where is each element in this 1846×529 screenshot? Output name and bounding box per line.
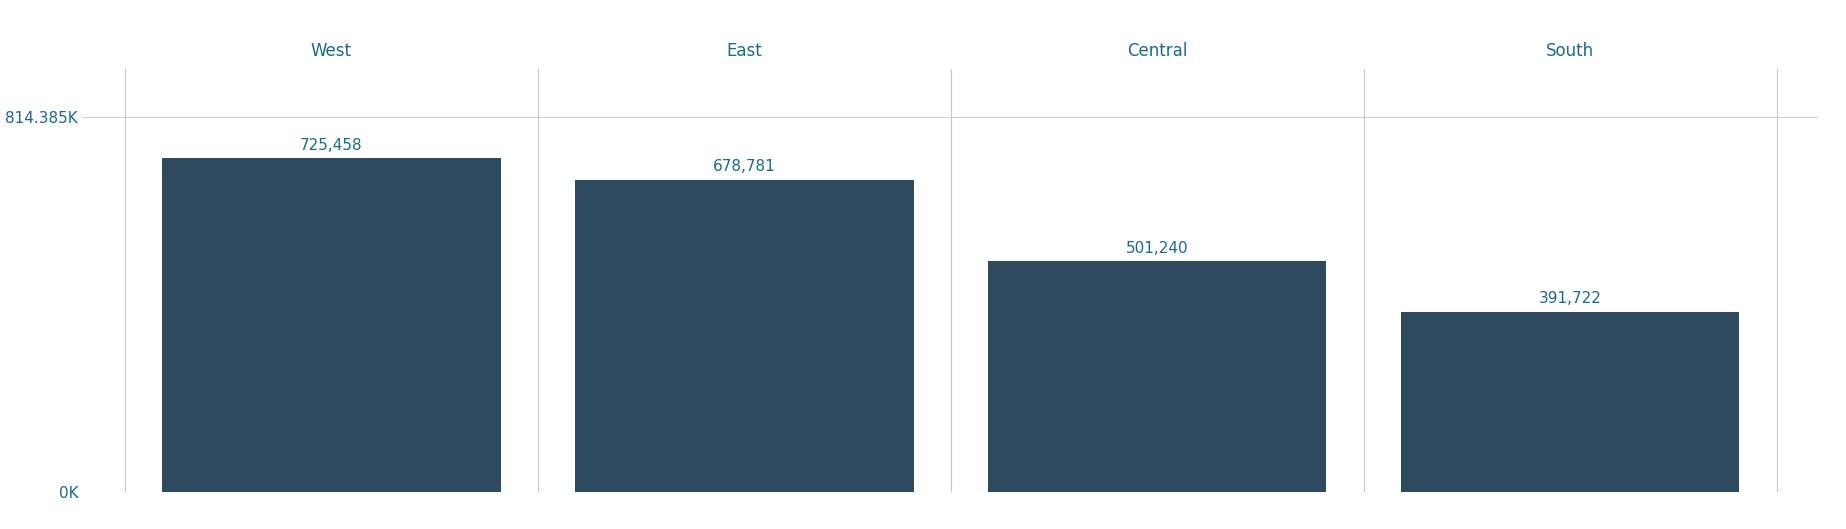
- Text: 391,722: 391,722: [1540, 291, 1602, 306]
- Bar: [988, 261, 1327, 492]
- Bar: [1401, 312, 1739, 492]
- Text: 501,240: 501,240: [1126, 241, 1189, 256]
- Text: 678,781: 678,781: [713, 159, 775, 174]
- Bar: [162, 158, 500, 492]
- Bar: [574, 180, 914, 492]
- Text: 725,458: 725,458: [299, 138, 362, 153]
